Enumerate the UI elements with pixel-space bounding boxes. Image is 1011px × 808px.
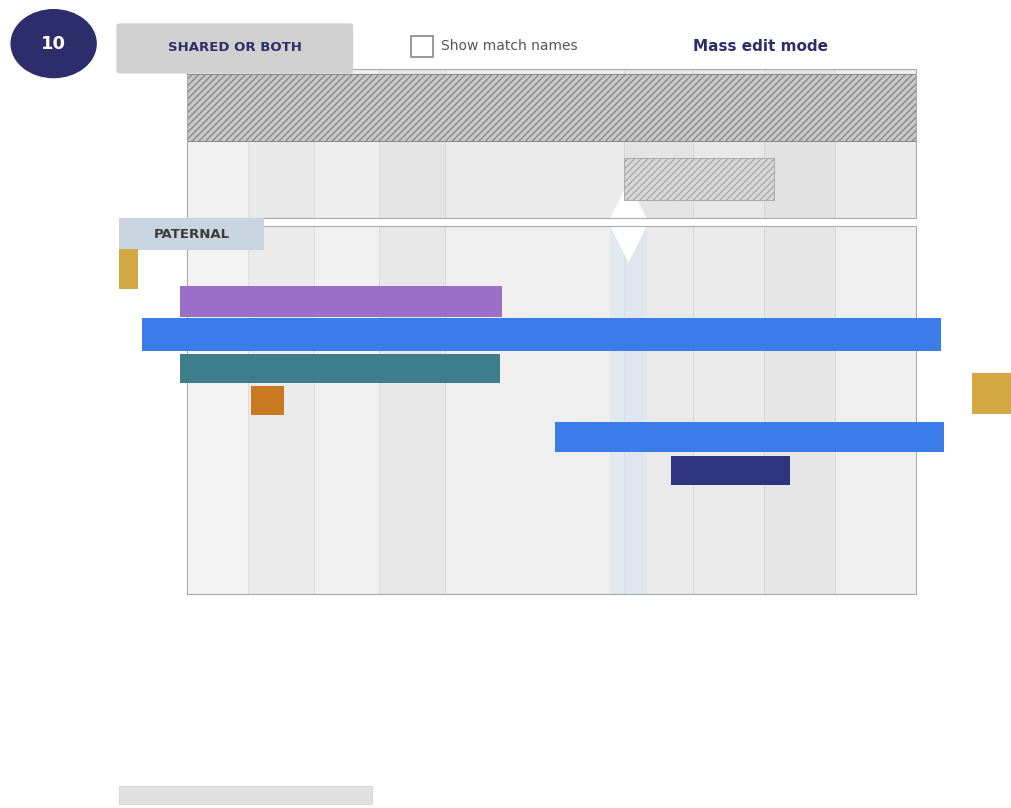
Bar [187,69,915,218]
Bar [180,286,501,317]
Bar [119,218,264,250]
Bar [313,69,379,218]
Bar [410,36,433,57]
Bar [763,69,834,218]
Bar [624,226,693,594]
Bar [693,69,763,218]
Bar [187,69,248,218]
Bar [379,226,445,594]
Bar [248,226,313,594]
Bar [624,69,693,218]
Bar [610,226,646,594]
Text: PATERNAL: PATERNAL [154,228,231,241]
Bar [763,226,834,594]
Text: SHARED OR BOTH: SHARED OR BOTH [168,41,301,54]
Bar [445,226,624,594]
Bar [693,226,763,594]
Bar [445,226,624,594]
Bar [180,354,499,383]
Bar [445,69,624,218]
Polygon shape [610,182,646,218]
Bar [248,69,313,218]
Bar [187,226,915,594]
Bar [187,226,248,594]
Bar [379,69,445,218]
Bar [248,226,313,594]
Bar [187,226,248,594]
Bar [248,69,313,218]
Polygon shape [610,226,646,263]
Bar [187,69,248,218]
Bar [251,386,284,415]
Text: 10: 10 [41,35,66,53]
Bar [313,226,379,594]
Bar [119,786,372,804]
Bar [379,69,445,218]
Text: Show match names: Show match names [441,39,577,53]
Text: Mass edit mode: Mass edit mode [693,39,827,53]
Bar [187,74,915,141]
Bar [379,226,445,594]
Bar [313,226,379,594]
Bar [445,69,624,218]
Bar [119,249,137,289]
Bar [834,226,915,594]
Bar [313,69,379,218]
Circle shape [11,10,96,78]
Bar [624,158,773,200]
Bar [971,373,1011,414]
Bar [670,456,790,485]
Bar [142,318,940,351]
FancyBboxPatch shape [116,23,353,74]
Bar [834,69,915,218]
Bar [554,422,943,452]
